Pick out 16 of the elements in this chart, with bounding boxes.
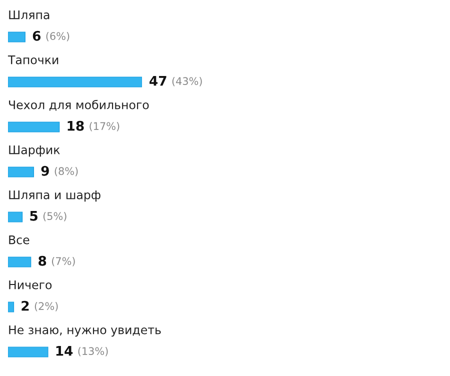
y-tick-label: Шарфик [9, 146, 60, 157]
y-tick-label: Не знаю, нужно увидеть [9, 326, 161, 337]
y-tick-label: Тапочки [8, 55, 58, 64]
y-tick-label: Чехол для мобильного [9, 100, 149, 111]
data-label: 8 (7%) [38, 256, 75, 266]
data-label: 47 (43%) [150, 76, 202, 86]
data-label: 5 (5%) [30, 211, 66, 222]
data-label: 2 (2%) [22, 300, 58, 312]
y-tick-label: Все [9, 236, 30, 244]
y-tick-label: Ничего [9, 280, 52, 290]
y-tick-label: Шляпа и шарф [9, 190, 100, 202]
data-label: 14 (13%) [56, 346, 108, 356]
y-tick-label: Шляпа [9, 10, 50, 20]
data-label: 9 (8%) [41, 166, 78, 176]
data-label: 6 (6%) [32, 30, 70, 42]
data-label: 18 (17%) [68, 120, 120, 132]
